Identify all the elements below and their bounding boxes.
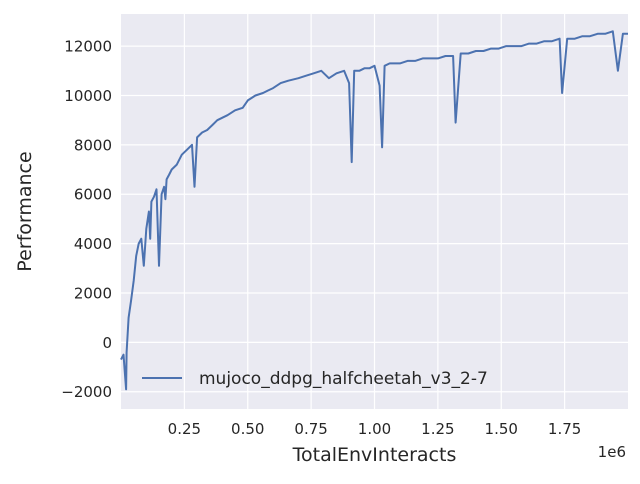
x-tick-label: 1.75: [548, 420, 581, 438]
x-tick-label: 1.50: [485, 420, 518, 438]
x-tick-label: 0.25: [168, 420, 201, 438]
series-lines: [120, 30, 628, 391]
series-line: [120, 30, 628, 391]
x-tick-label: 0.75: [294, 420, 327, 438]
y-tick-label: 8000: [74, 136, 112, 154]
grid: [121, 14, 628, 409]
y-tick-label: 6000: [74, 186, 112, 204]
x-tick-label: 0.50: [231, 420, 264, 438]
y-tick-label: 0: [102, 334, 112, 352]
y-tick-label: 10000: [64, 87, 112, 105]
x-tick-label: 1.00: [358, 420, 391, 438]
y-axis-label: Performance: [14, 151, 36, 271]
legend: mujoco_ddpg_halfcheetah_v3_2-7: [142, 369, 488, 389]
y-tick-labels: −2000 0 2000 4000 6000 8000 10000 12000: [61, 38, 112, 402]
x-tick-label: 1.25: [421, 420, 454, 438]
x-tick-labels: 0.25 0.50 0.75 1.00 1.25 1.50 1.75: [168, 420, 582, 438]
x-offset-label: 1e6: [598, 443, 626, 461]
y-tick-label: 2000: [74, 284, 112, 302]
y-tick-label: 4000: [74, 235, 112, 253]
y-tick-label: 12000: [64, 38, 112, 56]
x-axis-label: TotalEnvInteracts: [292, 444, 457, 466]
legend-entry: mujoco_ddpg_halfcheetah_v3_2-7: [199, 369, 488, 389]
y-tick-label: −2000: [61, 383, 112, 401]
